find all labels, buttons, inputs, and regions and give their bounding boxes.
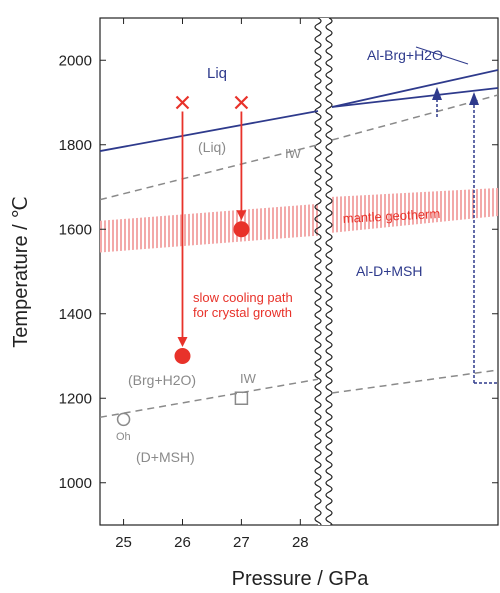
y-tick-label: 1400 [59,306,92,323]
label-d-msh: (D+MSH) [136,449,195,465]
axis-break-line-left [314,18,322,525]
geotherm-band-left [100,203,318,253]
end-point-circle [233,221,250,238]
start-x-stroke [175,95,190,110]
label-cooling-line-1: slow cooling path [193,290,293,305]
label-mantle-geotherm: mantle geotherm [342,206,440,226]
iw-buffer-upper-left [100,144,319,201]
liquidus-line-left [100,110,319,152]
iw-square-marker [234,391,249,405]
label-al-brg-h2o: Al-Brg+H2O [367,47,443,63]
arrow-head-long [469,92,479,105]
y-tick-label: 1600 [59,221,92,238]
y-tick-label: 2000 [59,52,92,69]
y-axis-title: Temperature / ℃ [10,196,32,347]
x-axis-title: Pressure / GPa [232,568,370,590]
iw-buffer-upper-right [331,94,498,141]
x-tick-label: 28 [292,534,309,551]
plot-frame [99,17,499,526]
arrow-head-short [432,87,442,100]
liquidus-line-right-lower [331,87,498,108]
y-tick-label: 1800 [59,137,92,154]
albrg-leader-line [415,46,469,65]
end-point-circle [174,348,191,364]
label-liq-paren: (Liq) [198,139,226,155]
label-al-d-msh: Al-D+MSH [356,263,423,279]
liquidus-line-right-upper [331,69,498,108]
geotherm-band-right [330,188,498,233]
oh-circle-marker [116,412,131,427]
x-tick-label: 26 [174,534,191,551]
label-oh: Oh [116,431,131,443]
y-tick-label: 1000 [59,475,92,492]
iw-buffer-lower-right [331,369,498,394]
cooling-path-arrowhead [177,337,188,347]
label-iw-upper: IW [285,146,302,161]
start-point-x [175,95,190,110]
x-tick-label: 25 [115,534,132,551]
label-brg-h2o: (Brg+H2O) [128,372,196,388]
label-iw-lower: IW [240,371,257,386]
label-cooling-line-2: for crystal growth [193,305,292,320]
y-tick-label: 1200 [59,390,92,407]
label-liq: Liq [207,65,227,82]
axis-break-line-right [325,18,333,525]
start-x-stroke [234,95,249,110]
start-point-x [234,95,249,110]
x-tick-label: 27 [233,534,250,551]
iw-buffer-lower-left [100,378,319,419]
cooling-path-arrowhead [236,210,247,221]
